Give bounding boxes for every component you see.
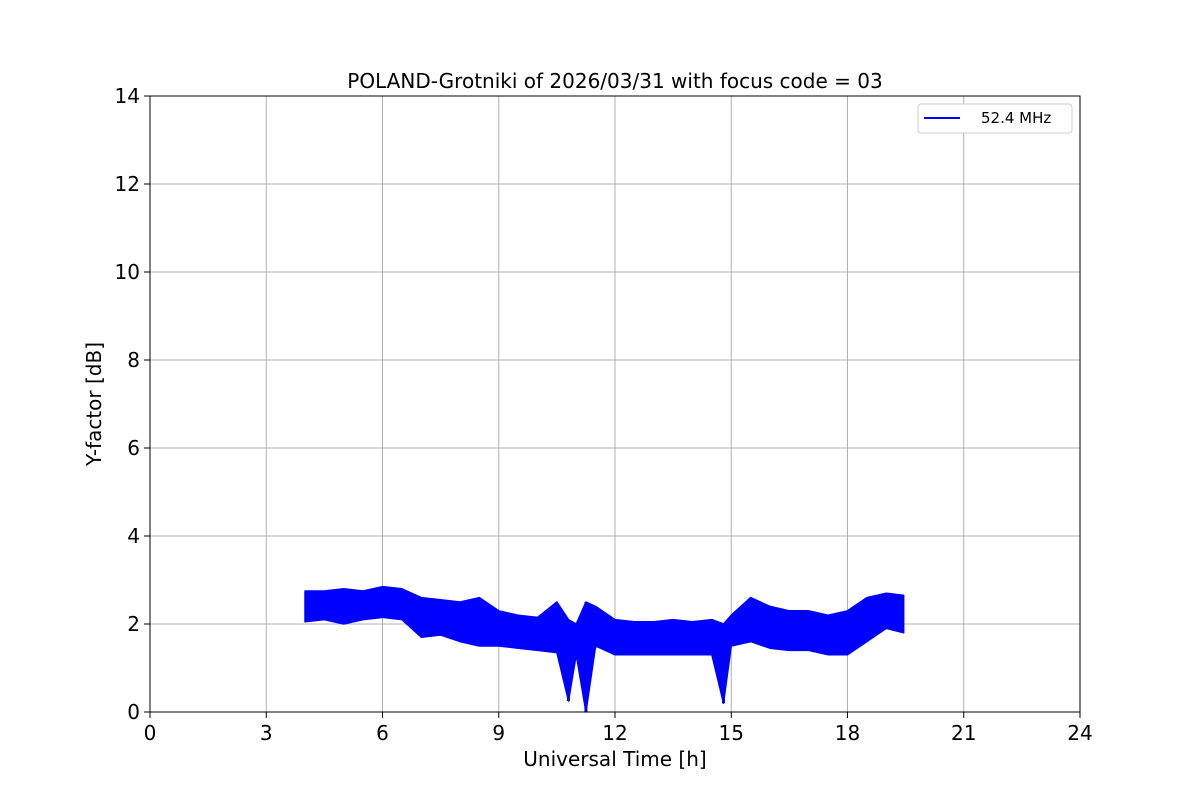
x-tick-label: 3 xyxy=(260,721,273,745)
legend-label: 52.4 MHz xyxy=(981,109,1051,127)
y-axis-label: Y-factor [dB] xyxy=(82,342,106,467)
y-tick-label: 12 xyxy=(115,172,140,196)
x-tick-label: 6 xyxy=(376,721,389,745)
chart-title: POLAND-Grotniki of 2026/03/31 with focus… xyxy=(347,69,882,93)
y-tick-label: 4 xyxy=(127,524,140,548)
y-tick-label: 2 xyxy=(127,612,140,636)
x-tick-label: 15 xyxy=(719,721,744,745)
x-tick-label: 12 xyxy=(602,721,627,745)
y-tick-label: 14 xyxy=(115,84,140,108)
series-group xyxy=(304,585,905,713)
x-axis: 0 3 6 9 12 15 18 21 24 xyxy=(144,712,1093,745)
x-tick-label: 18 xyxy=(835,721,860,745)
x-tick-label: 21 xyxy=(951,721,976,745)
x-tick-label: 0 xyxy=(144,721,157,745)
y-axis: 0 2 4 6 8 10 12 14 xyxy=(115,84,150,724)
y-tick-label: 6 xyxy=(127,436,140,460)
y-tick-label: 0 xyxy=(127,700,140,724)
x-tick-label: 9 xyxy=(492,721,505,745)
y-tick-label: 10 xyxy=(115,260,140,284)
y-tick-label: 8 xyxy=(127,348,140,372)
x-tick-label: 24 xyxy=(1067,721,1092,745)
series-line xyxy=(304,593,905,686)
legend-box xyxy=(917,103,1073,134)
x-axis-label: Universal Time [h] xyxy=(523,747,706,771)
legend: 52.4 MHz xyxy=(917,103,1073,134)
